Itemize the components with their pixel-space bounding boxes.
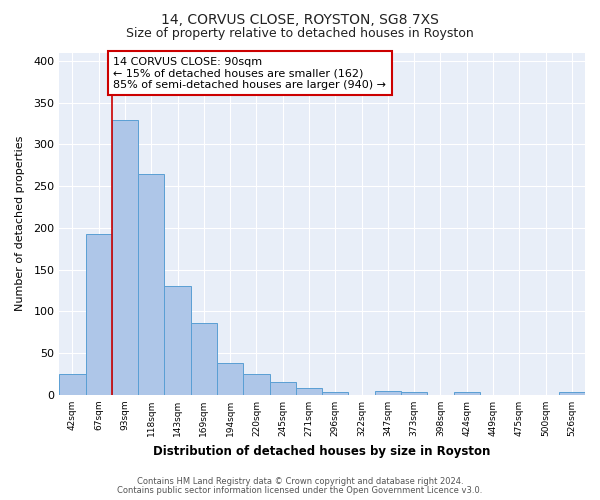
Bar xyxy=(454,392,480,395)
Bar xyxy=(559,392,585,395)
Bar xyxy=(138,174,164,395)
Bar xyxy=(217,363,244,395)
Text: Contains HM Land Registry data © Crown copyright and database right 2024.: Contains HM Land Registry data © Crown c… xyxy=(137,477,463,486)
Bar xyxy=(401,392,427,395)
Bar xyxy=(59,374,86,395)
Bar xyxy=(244,374,269,395)
Bar xyxy=(112,120,138,395)
Text: 14 CORVUS CLOSE: 90sqm
← 15% of detached houses are smaller (162)
85% of semi-de: 14 CORVUS CLOSE: 90sqm ← 15% of detached… xyxy=(113,56,386,90)
Y-axis label: Number of detached properties: Number of detached properties xyxy=(15,136,25,312)
X-axis label: Distribution of detached houses by size in Royston: Distribution of detached houses by size … xyxy=(154,444,491,458)
Bar xyxy=(191,323,217,395)
Bar xyxy=(322,392,349,395)
Bar xyxy=(164,286,191,395)
Bar xyxy=(375,391,401,395)
Bar xyxy=(86,234,112,395)
Text: 14, CORVUS CLOSE, ROYSTON, SG8 7XS: 14, CORVUS CLOSE, ROYSTON, SG8 7XS xyxy=(161,12,439,26)
Text: Contains public sector information licensed under the Open Government Licence v3: Contains public sector information licen… xyxy=(118,486,482,495)
Bar xyxy=(296,388,322,395)
Text: Size of property relative to detached houses in Royston: Size of property relative to detached ho… xyxy=(126,28,474,40)
Bar xyxy=(269,382,296,395)
